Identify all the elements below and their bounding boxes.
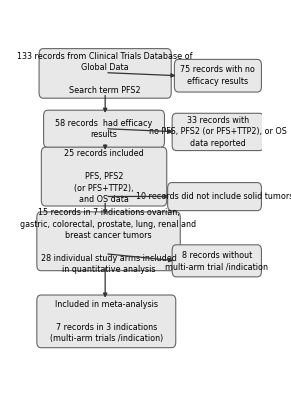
FancyBboxPatch shape xyxy=(168,182,261,211)
FancyBboxPatch shape xyxy=(39,49,171,98)
Text: 58 records  had efficacy
results: 58 records had efficacy results xyxy=(55,119,153,139)
Text: 10 records did not include solid tumors: 10 records did not include solid tumors xyxy=(136,192,291,201)
FancyBboxPatch shape xyxy=(37,295,176,348)
FancyBboxPatch shape xyxy=(41,147,167,206)
FancyBboxPatch shape xyxy=(37,212,180,271)
Text: 75 records with no
efficacy results: 75 records with no efficacy results xyxy=(180,66,255,86)
FancyBboxPatch shape xyxy=(174,59,261,92)
FancyBboxPatch shape xyxy=(172,113,264,150)
FancyBboxPatch shape xyxy=(172,245,261,277)
Text: 8 records without
multi-arm trial /indication: 8 records without multi-arm trial /indic… xyxy=(165,251,268,271)
Text: 33 records with
no PFS, PFS2 (or PFS+TTP2), or OS
data reported: 33 records with no PFS, PFS2 (or PFS+TTP… xyxy=(149,116,287,148)
Text: 15 records in 7 indications ovarian,
gastric, colorectal, prostate, lung, renal : 15 records in 7 indications ovarian, gas… xyxy=(20,208,197,274)
Text: 25 records included

PFS, PFS2
(or PFS+TTP2),
and OS data: 25 records included PFS, PFS2 (or PFS+TT… xyxy=(64,149,144,204)
Text: Included in meta-analysis

7 records in 3 indications
(multi-arm trials /indicat: Included in meta-analysis 7 records in 3… xyxy=(50,300,163,343)
FancyBboxPatch shape xyxy=(44,110,164,148)
Text: 133 records from Clinical Trials Database of
Global Data

Search term PFS2: 133 records from Clinical Trials Databas… xyxy=(17,52,193,95)
